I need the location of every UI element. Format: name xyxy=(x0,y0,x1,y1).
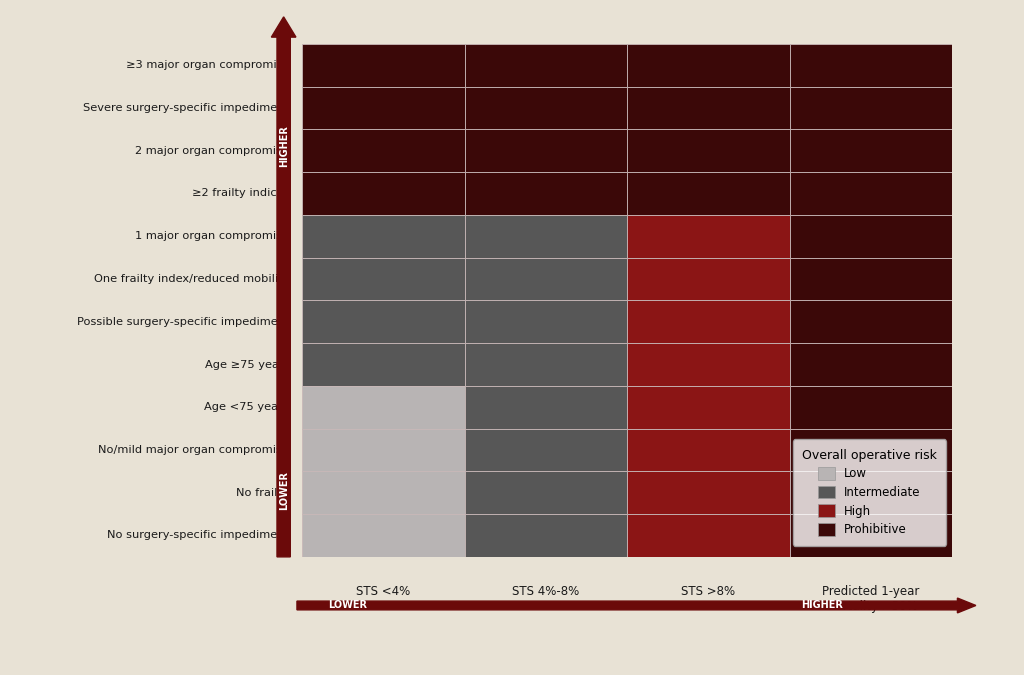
Bar xyxy=(627,300,790,343)
Bar xyxy=(302,44,465,86)
Bar xyxy=(465,300,627,343)
Bar xyxy=(627,215,790,258)
Bar xyxy=(465,471,627,514)
Text: LOWER: LOWER xyxy=(328,601,367,610)
Text: ≥2 frailty indices: ≥2 frailty indices xyxy=(191,188,289,198)
Bar xyxy=(465,343,627,386)
Bar xyxy=(627,514,790,557)
Bar xyxy=(627,386,790,429)
Bar xyxy=(790,258,952,300)
Bar xyxy=(627,86,790,130)
Bar xyxy=(465,44,627,86)
Text: Severe surgery-specific impediment: Severe surgery-specific impediment xyxy=(83,103,289,113)
Bar xyxy=(465,514,627,557)
Bar xyxy=(790,172,952,215)
Text: STS 4%-8%: STS 4%-8% xyxy=(512,585,580,598)
Bar xyxy=(627,258,790,300)
Bar xyxy=(465,258,627,300)
Text: ≥3 major organ compromise: ≥3 major organ compromise xyxy=(126,60,289,70)
Bar xyxy=(302,215,465,258)
Bar xyxy=(790,471,952,514)
Text: One frailty index/reduced mobility: One frailty index/reduced mobility xyxy=(94,274,289,284)
Text: HIGHER: HIGHER xyxy=(802,601,843,610)
Text: STS <4%: STS <4% xyxy=(356,585,411,598)
Bar xyxy=(302,429,465,471)
Bar xyxy=(627,429,790,471)
Bar xyxy=(790,343,952,386)
Bar xyxy=(465,172,627,215)
Text: Age ≥75 years: Age ≥75 years xyxy=(205,360,289,369)
Bar xyxy=(627,44,790,86)
Bar xyxy=(465,130,627,172)
Bar xyxy=(790,386,952,429)
Bar xyxy=(302,386,465,429)
Bar xyxy=(790,429,952,471)
Text: 1 major organ compromise: 1 major organ compromise xyxy=(135,232,289,241)
Text: STS >8%: STS >8% xyxy=(681,585,735,598)
Bar xyxy=(302,86,465,130)
Bar xyxy=(302,130,465,172)
Bar xyxy=(302,471,465,514)
Bar xyxy=(465,429,627,471)
Text: Possible surgery-specific impediment: Possible surgery-specific impediment xyxy=(77,317,289,327)
Bar xyxy=(302,343,465,386)
Text: LOWER: LOWER xyxy=(279,470,289,510)
Bar xyxy=(465,386,627,429)
Bar xyxy=(627,343,790,386)
Text: HIGHER: HIGHER xyxy=(279,126,289,167)
Bar xyxy=(627,172,790,215)
Text: Predicted 1-year
mortality >50%: Predicted 1-year mortality >50% xyxy=(822,585,920,613)
Bar xyxy=(790,44,952,86)
Bar xyxy=(790,130,952,172)
Text: No surgery-specific impediment: No surgery-specific impediment xyxy=(108,531,289,541)
Bar xyxy=(302,514,465,557)
Text: 2 major organ compromise: 2 major organ compromise xyxy=(135,146,289,156)
Bar xyxy=(790,215,952,258)
Bar xyxy=(627,471,790,514)
Bar xyxy=(627,130,790,172)
Text: Age <75 years: Age <75 years xyxy=(205,402,289,412)
Bar xyxy=(302,172,465,215)
Bar xyxy=(465,86,627,130)
Bar xyxy=(465,215,627,258)
Bar xyxy=(790,514,952,557)
Text: No/mild major organ compromise: No/mild major organ compromise xyxy=(98,445,289,455)
Text: No frailty: No frailty xyxy=(237,488,289,497)
Legend: Low, Intermediate, High, Prohibitive: Low, Intermediate, High, Prohibitive xyxy=(793,439,946,546)
Bar xyxy=(790,86,952,130)
Bar xyxy=(790,300,952,343)
Bar xyxy=(302,300,465,343)
Bar xyxy=(302,258,465,300)
